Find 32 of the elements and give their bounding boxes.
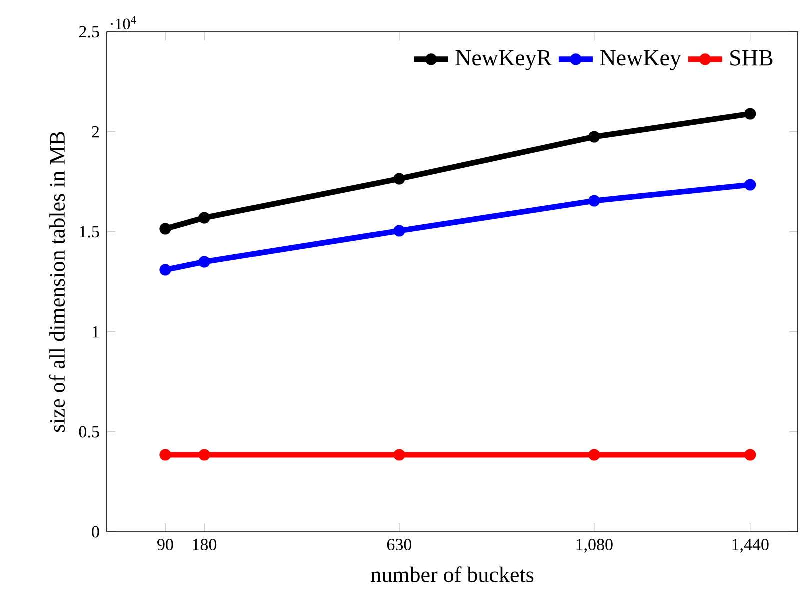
x-tick-label: 90 [158,539,174,550]
legend-label: SHB [730,50,773,66]
y-tick-label: 0.5 [79,426,100,438]
point [160,449,172,461]
y-axis-title: size of all dimension tables in MB [49,132,66,432]
y-tick-label: 1.5 [80,226,100,238]
text: ·10$^{4}$ [111,16,136,30]
point [394,173,406,185]
point [588,449,600,461]
x-axis-title: number of buckets [371,566,534,582]
legend-label: NewKey [600,50,682,70]
y-tick-label: 2 [92,126,100,138]
point [160,264,172,276]
point [198,256,210,268]
point [394,225,406,237]
x-tick-label: 630 [387,539,412,550]
x-tick-label: 1,080 [576,539,613,553]
x-tick-label: 180 [193,539,217,550]
y-tick-label: 2.5 [79,26,100,38]
y-tick-label: 1 [92,326,99,338]
y-tick-label: 0 [92,526,100,538]
point [160,223,172,235]
point [744,179,756,191]
point [394,449,406,461]
legend-label: NewKeyR [456,50,552,70]
point [588,131,600,143]
point [744,108,756,120]
point [744,449,756,461]
x-tick-label: 1,440 [732,539,769,553]
point [198,449,210,461]
point [588,195,600,207]
point [198,212,210,224]
